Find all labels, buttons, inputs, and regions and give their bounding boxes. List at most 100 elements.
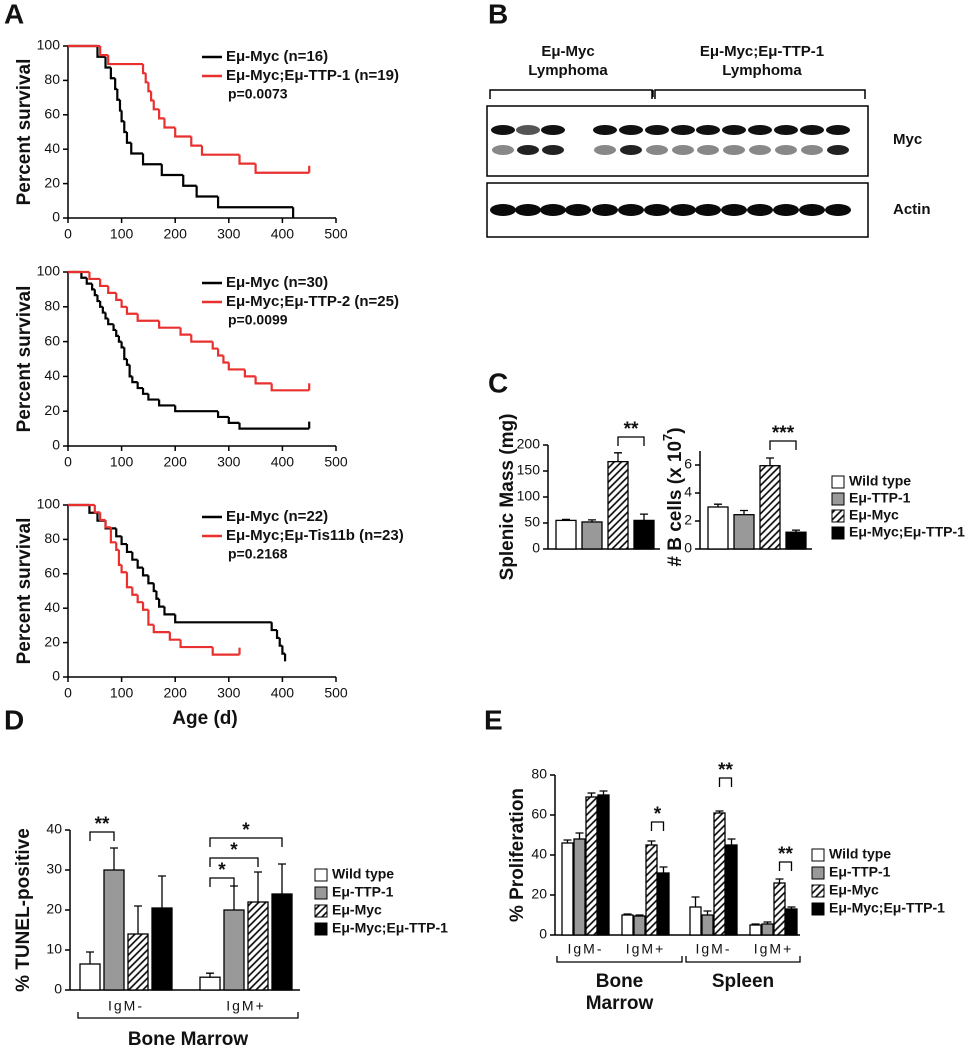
legend-swatch: [314, 868, 328, 882]
survival-step: [115, 329, 119, 337]
y-tick-label: 60: [44, 332, 60, 348]
blot-band: [542, 145, 564, 155]
survival-step: [120, 299, 127, 308]
blot-band: [646, 145, 668, 155]
survival-step: [117, 549, 122, 566]
blot-box: [486, 105, 869, 177]
y-tick-label: 6: [684, 456, 692, 472]
y-axis-label: % TUNEL-positive: [13, 828, 34, 992]
legend-label: Eμ-Myc;Eμ-Tis11b (n=23): [226, 527, 404, 544]
survival-step: [136, 594, 144, 604]
blot-band: [492, 145, 514, 155]
blot-band: [748, 125, 772, 135]
legend-label: Wild type: [332, 866, 394, 882]
survival-step: [179, 327, 192, 336]
p-value: p=0.0073: [228, 86, 288, 102]
significance-label: *: [654, 804, 662, 825]
survival-step: [141, 567, 149, 577]
p-value: p=0.0099: [228, 312, 288, 328]
y-tick-label: 4: [684, 484, 692, 500]
x-tick-label: IgM+: [226, 998, 266, 1014]
blot-band: [517, 145, 539, 155]
legend-label: Eμ-Myc;Eμ-TTP-1: [849, 524, 965, 540]
error-bar: [691, 896, 700, 907]
y-axis-label-part: 7: [660, 434, 675, 441]
panel-label: B: [488, 0, 508, 29]
blot-band: [619, 125, 643, 135]
x-tick-label: 0: [64, 454, 72, 470]
survival-step: [120, 110, 125, 123]
blot-band: [672, 145, 694, 155]
blot-band: [722, 125, 746, 135]
survival-step: [163, 606, 176, 616]
legend-swatch: [811, 866, 825, 880]
survival-step: [117, 335, 122, 343]
survival-step: [91, 283, 95, 291]
x-tick-label: IgM-: [108, 998, 144, 1014]
survival-step: [96, 295, 101, 303]
p-value: p=0.2168: [228, 546, 288, 562]
bar: [707, 506, 729, 550]
survival-step: [109, 527, 117, 544]
significance-label: ***: [772, 423, 795, 444]
bar: [555, 519, 577, 550]
bar: [657, 872, 670, 936]
legend-label: Eμ-Myc;Eμ-TTP-1 (n=19): [226, 67, 399, 84]
bar: [725, 844, 738, 936]
survival-step: [158, 109, 165, 120]
survival-step: [115, 528, 122, 538]
group-bracket: [685, 956, 801, 963]
y-tick-label: 2: [684, 512, 692, 528]
survival-step: [270, 383, 310, 392]
legend-label: Eμ-Myc;Eμ-TTP-1: [332, 920, 448, 936]
y-tick-label: 20: [531, 886, 547, 902]
significance-bracket: [617, 436, 645, 446]
y-axis-label: % Proliferation: [507, 788, 528, 922]
blot-band: [592, 204, 618, 216]
error-bar: [714, 503, 722, 507]
survival-step: [144, 73, 149, 84]
survival-step: [115, 542, 119, 551]
blot-band: [540, 204, 566, 216]
error-bar: [787, 906, 796, 909]
survival-step: [131, 551, 138, 561]
survival-step: [275, 630, 280, 640]
survival-step: [125, 572, 133, 589]
y-tick-label: 0: [54, 981, 62, 997]
bar: [103, 869, 125, 991]
survival-step: [158, 399, 176, 407]
survival-step: [107, 55, 144, 66]
survival-step: [120, 341, 125, 349]
significance-label: *: [242, 820, 250, 841]
y-axis-label: Percent survival: [14, 286, 35, 433]
survival-step: [190, 334, 213, 343]
x-tick-label: 400: [271, 226, 295, 242]
legend-swatch: [811, 884, 825, 898]
legend-swatch: [811, 902, 825, 916]
blot-row-label: Myc: [893, 131, 922, 148]
error-bar: [792, 529, 800, 533]
y-tick-label: 40: [44, 140, 60, 156]
survival-step: [270, 622, 278, 632]
blot-band: [801, 145, 823, 155]
blot-band: [721, 204, 747, 216]
x-tick-label: IgM-: [696, 941, 732, 957]
survival-step: [222, 355, 229, 364]
significance-bracket: [209, 837, 283, 847]
blot-group-label: Eμ-Myc: [541, 43, 594, 60]
error-bar: [575, 832, 584, 839]
x-tick-label: 300: [217, 454, 241, 470]
survival-step: [107, 318, 114, 326]
x-tick-label: 200: [164, 685, 188, 701]
error-bar: [763, 921, 772, 924]
survival-step: [125, 359, 130, 366]
y-tick-label: 40: [531, 846, 547, 862]
x-tick-label: IgM-: [568, 941, 604, 957]
survival-step: [93, 505, 101, 514]
y-tick-label: 0: [539, 926, 547, 942]
x-tick-label: 300: [217, 226, 241, 242]
bar: [701, 914, 714, 936]
y-tick-label: 100: [37, 37, 61, 53]
survival-step: [125, 132, 132, 144]
legend-swatch: [314, 922, 328, 936]
